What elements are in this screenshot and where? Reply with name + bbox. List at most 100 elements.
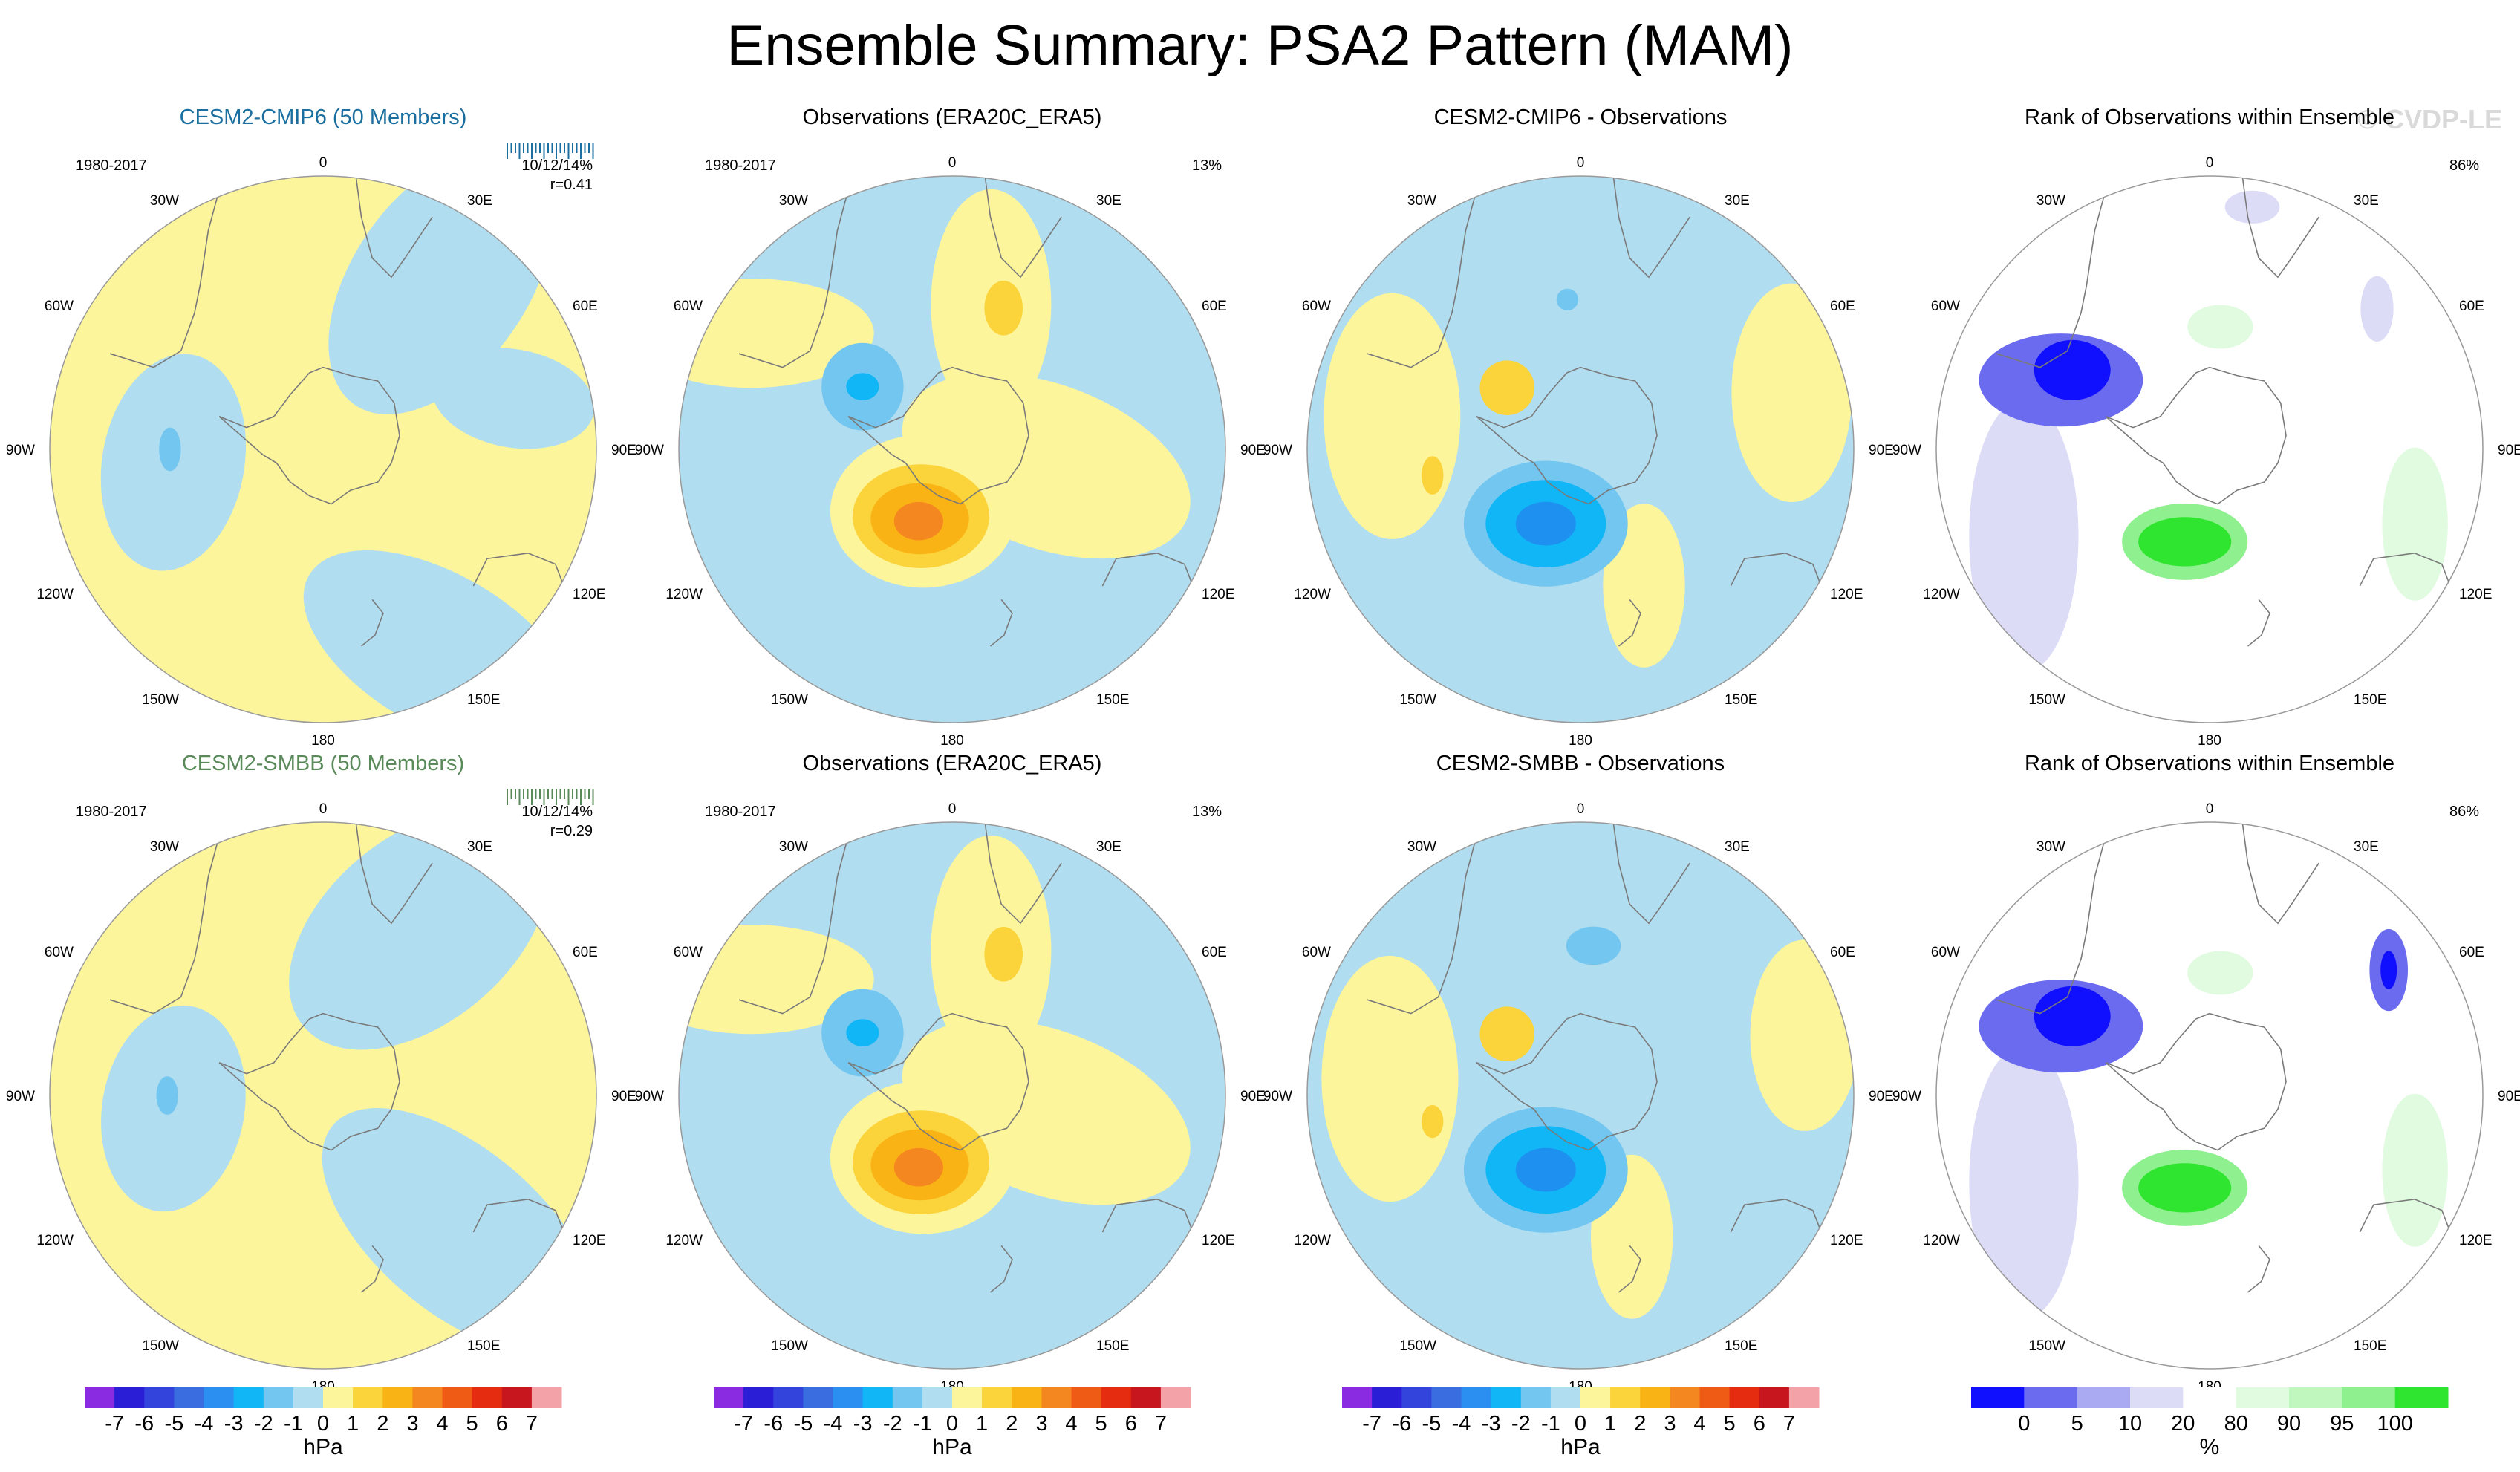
longitude-label: 30W xyxy=(779,839,808,855)
colorbar-swatch xyxy=(1071,1387,1102,1408)
colorbar-label: 2 xyxy=(1006,1412,1018,1436)
period-label: 1980-2017 xyxy=(705,804,776,820)
colorbar-label: -6 xyxy=(764,1412,783,1436)
longitude-label: 60W xyxy=(674,299,703,314)
map-background xyxy=(1307,176,1854,723)
south-america-outline xyxy=(109,189,220,368)
map-panel: 030E60E90E120E150E180150W120W90W60W30WCE… xyxy=(1263,752,1894,1395)
contour-region xyxy=(2187,305,2253,349)
contour-region xyxy=(1479,1006,1535,1061)
colorbar-swatch xyxy=(892,1387,923,1408)
colorbar-label: 1 xyxy=(347,1412,359,1436)
map-border xyxy=(1306,821,1855,1370)
colorbar-label: 3 xyxy=(1035,1412,1047,1436)
colorbar-swatch xyxy=(1372,1387,1402,1408)
colorbar-swatch xyxy=(144,1387,175,1408)
colorbar-label: -4 xyxy=(195,1412,214,1436)
contour-region xyxy=(1750,939,1854,1131)
africa-outline xyxy=(1612,822,1690,925)
longitude-label: 90W xyxy=(1263,1089,1292,1104)
contour-region xyxy=(1515,1147,1576,1192)
australia-outline xyxy=(2359,1198,2456,1246)
longitude-label: 90W xyxy=(6,1089,35,1104)
australia-outline xyxy=(1730,552,1827,600)
longitude-label: 90E xyxy=(611,1089,636,1104)
longitude-label: 180 xyxy=(2198,733,2221,749)
colorbar-label: 5 xyxy=(1095,1412,1107,1436)
colorbar-label: 7 xyxy=(1783,1412,1795,1436)
antarctica-outline xyxy=(1476,1012,1658,1151)
colorbar-label: -2 xyxy=(254,1412,273,1436)
colorbar-swatch xyxy=(2077,1387,2131,1408)
longitude-label: 0 xyxy=(319,801,328,817)
south-america-outline xyxy=(738,836,849,1015)
longitude-label: 60W xyxy=(1302,299,1331,314)
colorbar-label: -2 xyxy=(883,1412,902,1436)
colorbar-swatch xyxy=(1610,1387,1641,1408)
map-field xyxy=(1307,176,1854,723)
colorbar-swatch xyxy=(1640,1387,1670,1408)
panel-title: Rank of Observations within Ensemble xyxy=(2025,105,2394,129)
colorbar-label: 10 xyxy=(2118,1412,2142,1436)
map-field xyxy=(50,822,596,1369)
longitude-label: 90W xyxy=(635,443,664,458)
longitude-label: 60W xyxy=(1931,945,1960,960)
colorbar-label: 4 xyxy=(1065,1412,1077,1436)
map-panel: 030E60E90E120E150E180150W120W90W60W30WCE… xyxy=(1263,105,1894,749)
longitude-label: 30E xyxy=(1096,193,1121,209)
longitude-label: 90E xyxy=(1240,443,1266,458)
antarctica-outline xyxy=(2105,366,2287,505)
longitude-label: 60E xyxy=(1202,299,1227,314)
colorbar-swatch xyxy=(1520,1387,1552,1408)
antarctica-outline xyxy=(1476,366,1658,505)
colorbar-swatch xyxy=(1699,1387,1731,1408)
colorbar-label: 4 xyxy=(1693,1412,1705,1436)
colorbar-label: 0 xyxy=(1575,1412,1586,1436)
colorbar-label: 3 xyxy=(1664,1412,1676,1436)
colorbar-label: 6 xyxy=(1125,1412,1137,1436)
panel-title: Rank of Observations within Ensemble xyxy=(2025,752,2394,775)
colorbar-swatch xyxy=(803,1387,833,1408)
colorbar-label: -7 xyxy=(734,1412,753,1436)
map-field xyxy=(679,176,1225,723)
longitude-label: 0 xyxy=(1577,801,1585,817)
longitude-label: 30W xyxy=(2036,839,2065,855)
longitude-label: 120E xyxy=(2459,1233,2492,1248)
australia-outline xyxy=(1101,1198,1199,1246)
colorbar-swatch xyxy=(2130,1387,2184,1408)
longitude-label: 60E xyxy=(1830,299,1855,314)
colorbar: -7 -6 -5 -4 -3 -2 -1 0 1 2 3 4 5 6 7 hPa xyxy=(85,1387,562,1459)
longitude-label: 30E xyxy=(2354,193,2379,209)
contour-region xyxy=(2380,951,2397,989)
longitude-label: 90W xyxy=(1892,1089,1921,1104)
longitude-label: 60E xyxy=(573,945,598,960)
longitude-label: 30E xyxy=(467,839,492,855)
colorbar-label: 5 xyxy=(2071,1412,2083,1436)
colorbar-label: 0 xyxy=(317,1412,329,1436)
map-border xyxy=(1935,821,2484,1370)
colorbar-swatch xyxy=(714,1387,744,1408)
map-panel: 030E60E90E120E150E180150W120W90W60W30WCE… xyxy=(6,752,636,1395)
longitude-label: 150E xyxy=(2354,692,2386,708)
longitude-label: 90E xyxy=(611,443,636,458)
panel-title: CESM2-SMBB - Observations xyxy=(1436,752,1725,775)
colorbar-label: -4 xyxy=(824,1412,843,1436)
colorbar-label: 20 xyxy=(2171,1412,2195,1436)
longitude-label: 150W xyxy=(1399,1338,1436,1354)
colorbar-swatch xyxy=(1160,1387,1191,1408)
contour-region xyxy=(1321,955,1459,1202)
longitude-label: 30E xyxy=(1096,839,1121,855)
longitude-label: 180 xyxy=(311,733,335,749)
colorbar-label: 5 xyxy=(1724,1412,1736,1436)
colorbar-swatch xyxy=(922,1387,953,1408)
longitude-label: 150W xyxy=(771,692,808,708)
africa-outline xyxy=(2241,176,2319,279)
longitude-label: 0 xyxy=(319,155,328,171)
longitude-label: 30E xyxy=(2354,839,2379,855)
colorbar-swatch xyxy=(2394,1387,2449,1408)
longitude-label: 150E xyxy=(1725,692,1757,708)
longitude-label: 30W xyxy=(2036,193,2065,209)
longitude-label: 60E xyxy=(1202,945,1227,960)
colorbar-unit: hPa xyxy=(303,1435,343,1459)
